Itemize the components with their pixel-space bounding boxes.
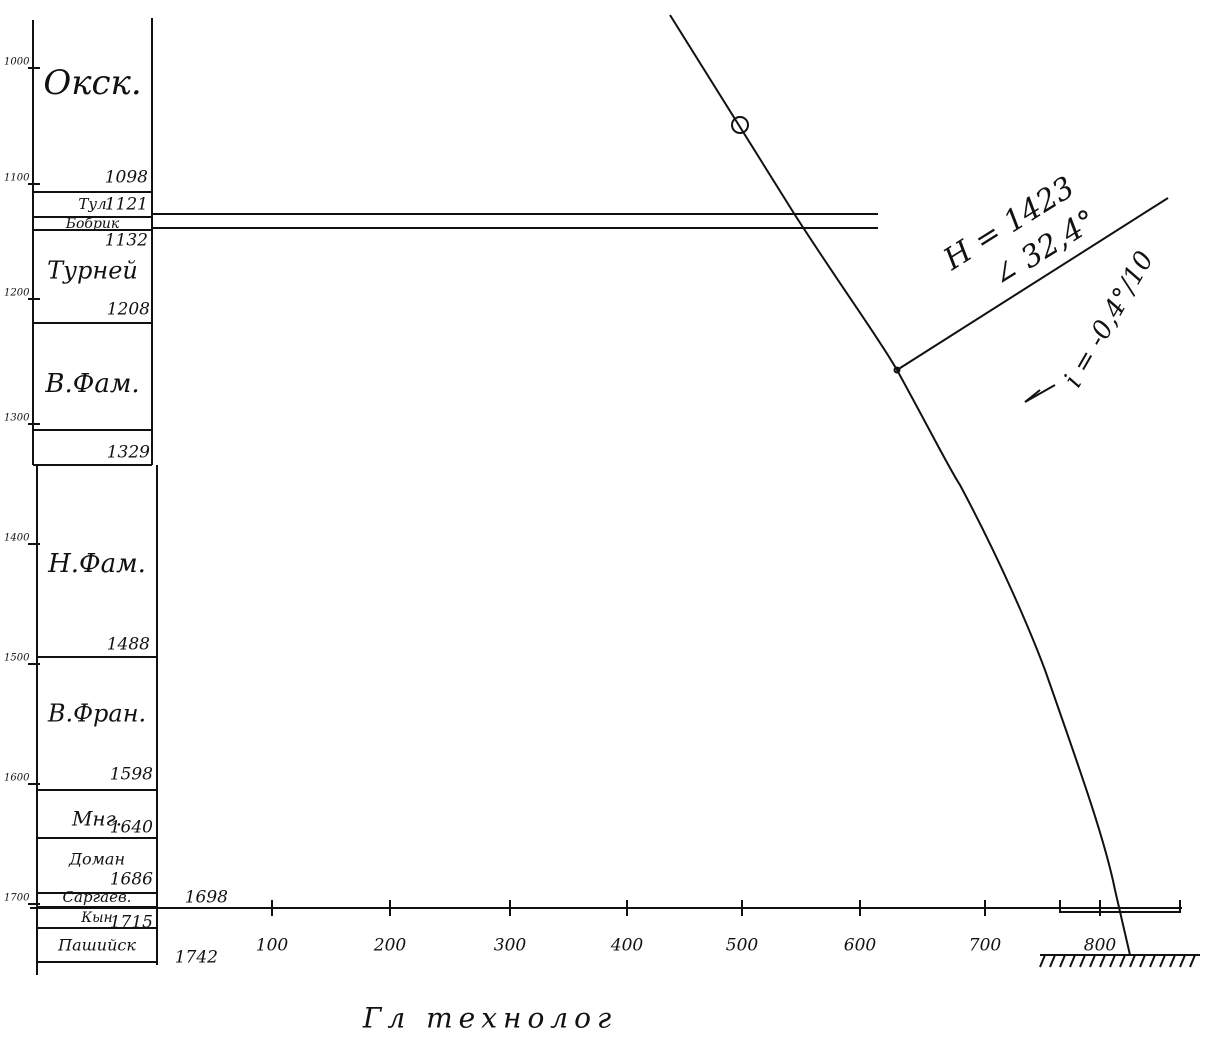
formation-name: Мнг. — [71, 807, 122, 831]
leader-line — [896, 197, 1169, 371]
depth-scale-label: 1400 — [4, 533, 30, 544]
hatch-line — [1089, 954, 1096, 968]
formation-name: В.Фам. — [44, 369, 139, 399]
depth-scale-label: 1000 — [4, 57, 30, 68]
point-marker — [731, 116, 749, 134]
depth-scale-label: 1600 — [4, 773, 30, 784]
hatch-line — [1039, 954, 1046, 968]
formation-name: В.Фран. — [47, 700, 146, 728]
depth-scale-label: 1200 — [4, 288, 30, 299]
formation-bottom: 1742 — [175, 948, 218, 968]
well-trajectory — [669, 14, 1131, 956]
formation-bottom: 1098 — [105, 168, 148, 188]
x-tick-label: 400 — [610, 936, 644, 956]
x-tick-label: 800 — [1084, 936, 1117, 956]
formation-bottom: 1121 — [105, 195, 148, 215]
formation-bottom: 1598 — [110, 765, 153, 785]
formation-name: Пашийск — [57, 936, 136, 955]
formation-name: Доман — [68, 850, 125, 869]
formation-bottom: 1208 — [107, 300, 150, 320]
depth-scale-label: 1700 — [4, 893, 30, 904]
x-tick-label: 700 — [969, 936, 1002, 956]
formation-bottom: 1329 — [107, 443, 150, 463]
hatch-line — [1129, 954, 1136, 968]
formation-bottom: 1686 — [110, 870, 153, 890]
formation-bottom: 1132 — [105, 231, 148, 251]
formation-name: Саргаев. — [63, 888, 132, 906]
hatch-line — [1139, 954, 1146, 968]
hatch-line — [1179, 954, 1186, 968]
hatch-line — [1069, 954, 1076, 968]
hatch-line — [1189, 954, 1196, 968]
arrow — [1024, 389, 1041, 403]
point-marker — [893, 366, 901, 374]
formation-bottom: 1488 — [107, 635, 150, 655]
formation-bottom: 1698 — [185, 888, 228, 908]
hatch-line — [1079, 954, 1086, 968]
formation-name: Н.Фам. — [47, 549, 146, 579]
formation-bottom: 1640 — [110, 818, 153, 838]
bracket — [1059, 900, 1181, 913]
x-tick-label: 600 — [844, 936, 877, 956]
signature: Гл технолог — [362, 1002, 617, 1035]
formation-name: Окск. — [43, 63, 141, 103]
hatch-line — [1099, 954, 1106, 968]
formation-name: Бобрик — [65, 216, 120, 232]
hatch-line — [1059, 954, 1066, 968]
x-tick-label: 200 — [373, 936, 407, 956]
formation-name: Кын — [80, 910, 112, 926]
depth-scale-label: 1500 — [4, 653, 30, 664]
hatch-line — [1169, 954, 1176, 968]
hatch-line — [1119, 954, 1126, 968]
formation-bottom: 1715 — [110, 913, 153, 933]
formation-name: Тул — [78, 195, 106, 213]
depth-scale-label: 1100 — [4, 173, 30, 184]
depth-scale-label: 1300 — [4, 413, 30, 424]
hatch-line — [1149, 954, 1156, 968]
intensity-annotation: i = -0,4°/10 — [1058, 246, 1160, 392]
hatching — [1039, 954, 1196, 968]
formation-name: Турней — [47, 257, 138, 285]
x-tick-label: 100 — [256, 936, 289, 956]
hatch-line — [1049, 954, 1056, 968]
x-tick-label: 500 — [726, 936, 759, 956]
hatch-line — [1109, 954, 1116, 968]
x-tick-label: 300 — [494, 936, 527, 956]
hatch-line — [1159, 954, 1166, 968]
